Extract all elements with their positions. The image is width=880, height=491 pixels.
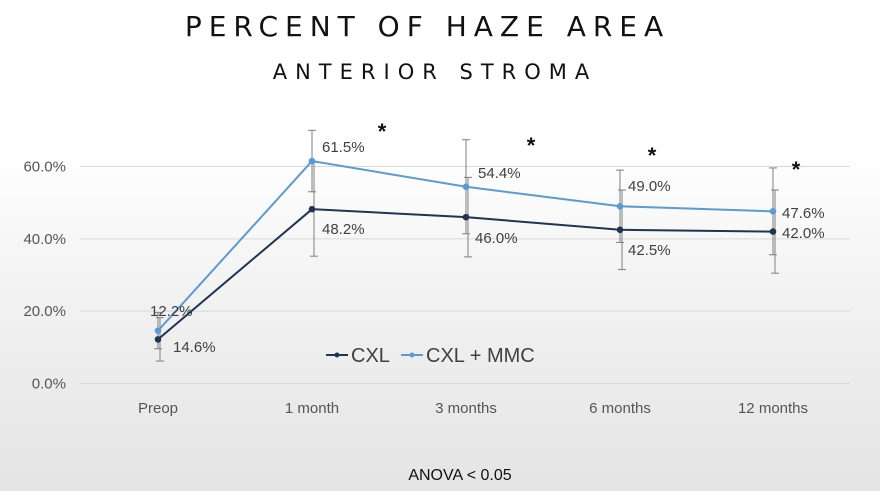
data-label: 48.2%: [322, 221, 365, 238]
data-point: [769, 228, 777, 235]
legend: CXL CXL + MMC: [326, 345, 535, 367]
significance-star: *: [527, 133, 536, 158]
data-point: [462, 213, 470, 221]
legend-label-cxl: CXL: [351, 345, 390, 367]
data-label: 49.0%: [628, 178, 671, 195]
y-tick-label: 40.0%: [23, 231, 66, 248]
significance-star: *: [792, 157, 801, 182]
data-label: 14.6%: [173, 339, 216, 356]
data-point: [308, 157, 316, 165]
legend-marker-cxl: [334, 352, 340, 358]
significance-markers: * * * *: [378, 119, 801, 182]
data-label: 46.0%: [475, 230, 518, 247]
data-point: [616, 202, 624, 210]
data-point: [616, 226, 624, 234]
data-label: 47.6%: [782, 205, 825, 222]
data-point: [769, 208, 777, 215]
y-axis-ticks: 0.0% 20.0% 40.0% 60.0%: [23, 159, 66, 393]
data-point: [308, 205, 316, 213]
legend-marker-cxl-mmc: [409, 352, 415, 358]
error-bars: [154, 129, 779, 362]
data-point: [154, 327, 162, 334]
data-point: [462, 183, 470, 191]
chart-subtitle: ANTERIOR STROMA: [272, 60, 598, 84]
x-tick-label: Preop: [138, 400, 178, 417]
x-tick-label: 3 months: [435, 400, 497, 417]
data-label: 54.4%: [478, 165, 521, 182]
data-label: 61.5%: [322, 139, 365, 156]
gridlines: [80, 166, 850, 384]
data-point: [154, 336, 162, 343]
y-tick-label: 60.0%: [23, 159, 66, 176]
data-label: 42.5%: [628, 242, 671, 259]
x-tick-label: 1 month: [285, 400, 339, 417]
x-tick-label: 12 months: [738, 400, 808, 417]
data-label: 12.2%: [150, 303, 193, 320]
significance-star: *: [378, 119, 387, 144]
data-label: 42.0%: [782, 225, 825, 242]
significance-star: *: [648, 143, 657, 168]
anova-footnote: ANOVA < 0.05: [408, 467, 512, 484]
series-points: [154, 157, 777, 343]
x-axis-ticks: Preop 1 month 3 months 6 months 12 months: [138, 400, 808, 417]
y-tick-label: 20.0%: [23, 303, 66, 320]
y-tick-label: 0.0%: [32, 376, 66, 393]
legend-label-cxl-mmc: CXL + MMC: [426, 345, 535, 367]
data-labels: 12.2% 48.2% 46.0% 42.5% 42.0% 14.6% 61.5% 54.4%…: [150, 139, 825, 356]
x-tick-label: 6 months: [589, 400, 651, 417]
chart-title: PERCENT OF HAZE AREA: [184, 10, 671, 43]
